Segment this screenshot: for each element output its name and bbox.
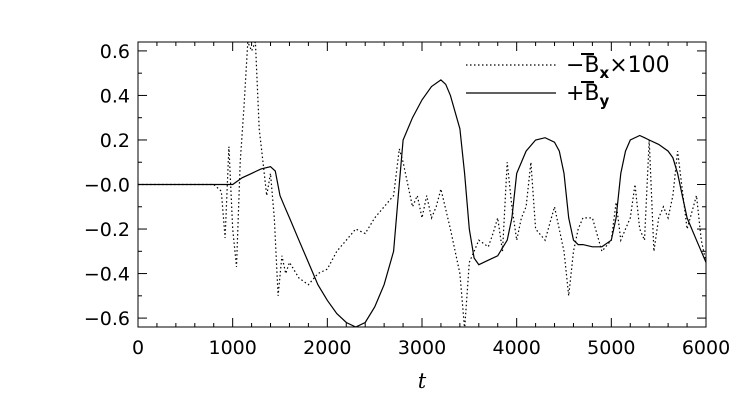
x-axis-title: t bbox=[418, 369, 427, 393]
y-tick-labels: 0.6 0.4 0.2 −0.0 −0.2 −0.4 −0.6 bbox=[84, 41, 130, 330]
legend-label: −Bx×100 bbox=[566, 53, 670, 82]
y-tick-label: −0.0 bbox=[84, 175, 130, 197]
x-tick-label: 0 bbox=[132, 337, 144, 359]
plot-lines bbox=[138, 42, 706, 327]
y-tick-label: 0.2 bbox=[100, 130, 130, 152]
y-tick-label: 0.6 bbox=[100, 41, 130, 63]
x-tick-label: 1000 bbox=[208, 337, 256, 359]
x-tick-label: 3000 bbox=[398, 337, 446, 359]
y-tick-label: −0.4 bbox=[84, 264, 130, 286]
legend-label: +By bbox=[566, 81, 610, 110]
x-tick-label: 5000 bbox=[587, 337, 635, 359]
series-bx-line bbox=[138, 42, 706, 327]
x-tick-labels: 0 1000 2000 3000 4000 5000 6000 bbox=[132, 337, 730, 359]
legend: −Bx×100+By bbox=[466, 53, 670, 110]
series-by-line bbox=[138, 79, 706, 327]
axis-ticks bbox=[137, 42, 707, 327]
x-tick-label: 4000 bbox=[492, 337, 540, 359]
x-tick-label: 2000 bbox=[303, 337, 351, 359]
x-tick-label: 6000 bbox=[682, 337, 730, 359]
y-tick-label: −0.6 bbox=[84, 308, 130, 330]
y-tick-label: 0.4 bbox=[100, 85, 130, 107]
y-tick-label: −0.2 bbox=[84, 219, 130, 241]
